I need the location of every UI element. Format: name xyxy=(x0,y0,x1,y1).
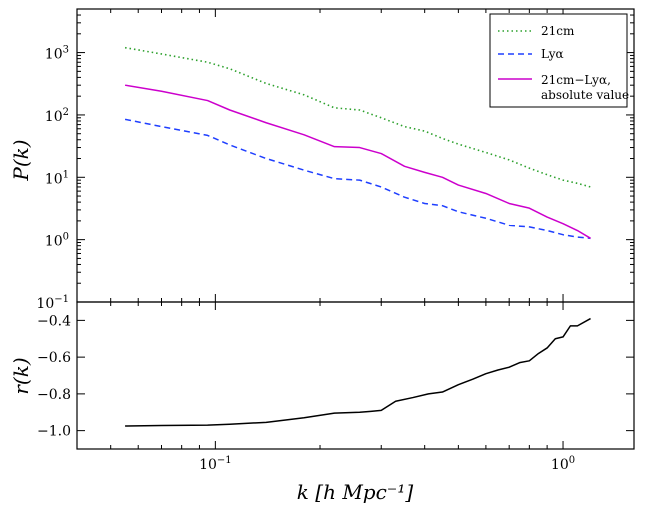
correlation-line xyxy=(125,317,591,427)
bottom-ticks-group xyxy=(76,302,634,449)
bottom-y-tick-labels: −1.0 −0.8 −0.6 −0.4 xyxy=(37,313,71,439)
series-line-1 xyxy=(124,118,591,240)
legend: 21cm Lyα 21cm−Lyα, absolute value xyxy=(489,13,629,108)
top-series-group xyxy=(124,46,591,240)
y-tick-label: 102 xyxy=(45,107,69,125)
y-tick-label: 10−1 xyxy=(36,294,69,312)
legend-label-21cm: 21cm xyxy=(541,24,575,38)
correlation-panel: −1.0 −0.8 −0.6 −0.4 10−1 100 r(k) k [h Mpc⁻¹… xyxy=(9,301,635,504)
x-axis-label: k [h Mpc⁻¹] xyxy=(297,480,414,504)
legend-label-lya: Lyα xyxy=(541,47,564,61)
series-line-0 xyxy=(124,46,591,188)
bottom-y-axis-label: r(k) xyxy=(9,357,33,394)
bottom-plot-frame xyxy=(76,301,635,450)
legend-frame xyxy=(489,13,628,108)
y-tick-label: −0.4 xyxy=(37,313,71,329)
y-tick-label: 101 xyxy=(45,169,69,187)
bottom-series-group xyxy=(125,317,591,427)
y-tick-label: 100 xyxy=(45,232,69,250)
y-tick-label: −1.0 xyxy=(37,424,71,440)
top-y-axis-label: P(k) xyxy=(9,139,33,181)
y-tick-label: 103 xyxy=(45,45,69,63)
x-tick-label: 10−1 xyxy=(199,455,232,473)
y-tick-label: −0.6 xyxy=(37,350,71,366)
y-tick-label: −0.8 xyxy=(37,387,71,403)
top-y-tick-labels: 10−1 100 101 102 103 xyxy=(36,45,69,312)
legend-label-cross-line2: absolute value xyxy=(541,88,629,102)
x-tick-label: 100 xyxy=(551,455,575,473)
legend-label-cross-line1: 21cm−Lyα, xyxy=(541,73,611,87)
series-line-2 xyxy=(124,84,591,239)
x-tick-labels: 10−1 100 xyxy=(199,455,575,473)
